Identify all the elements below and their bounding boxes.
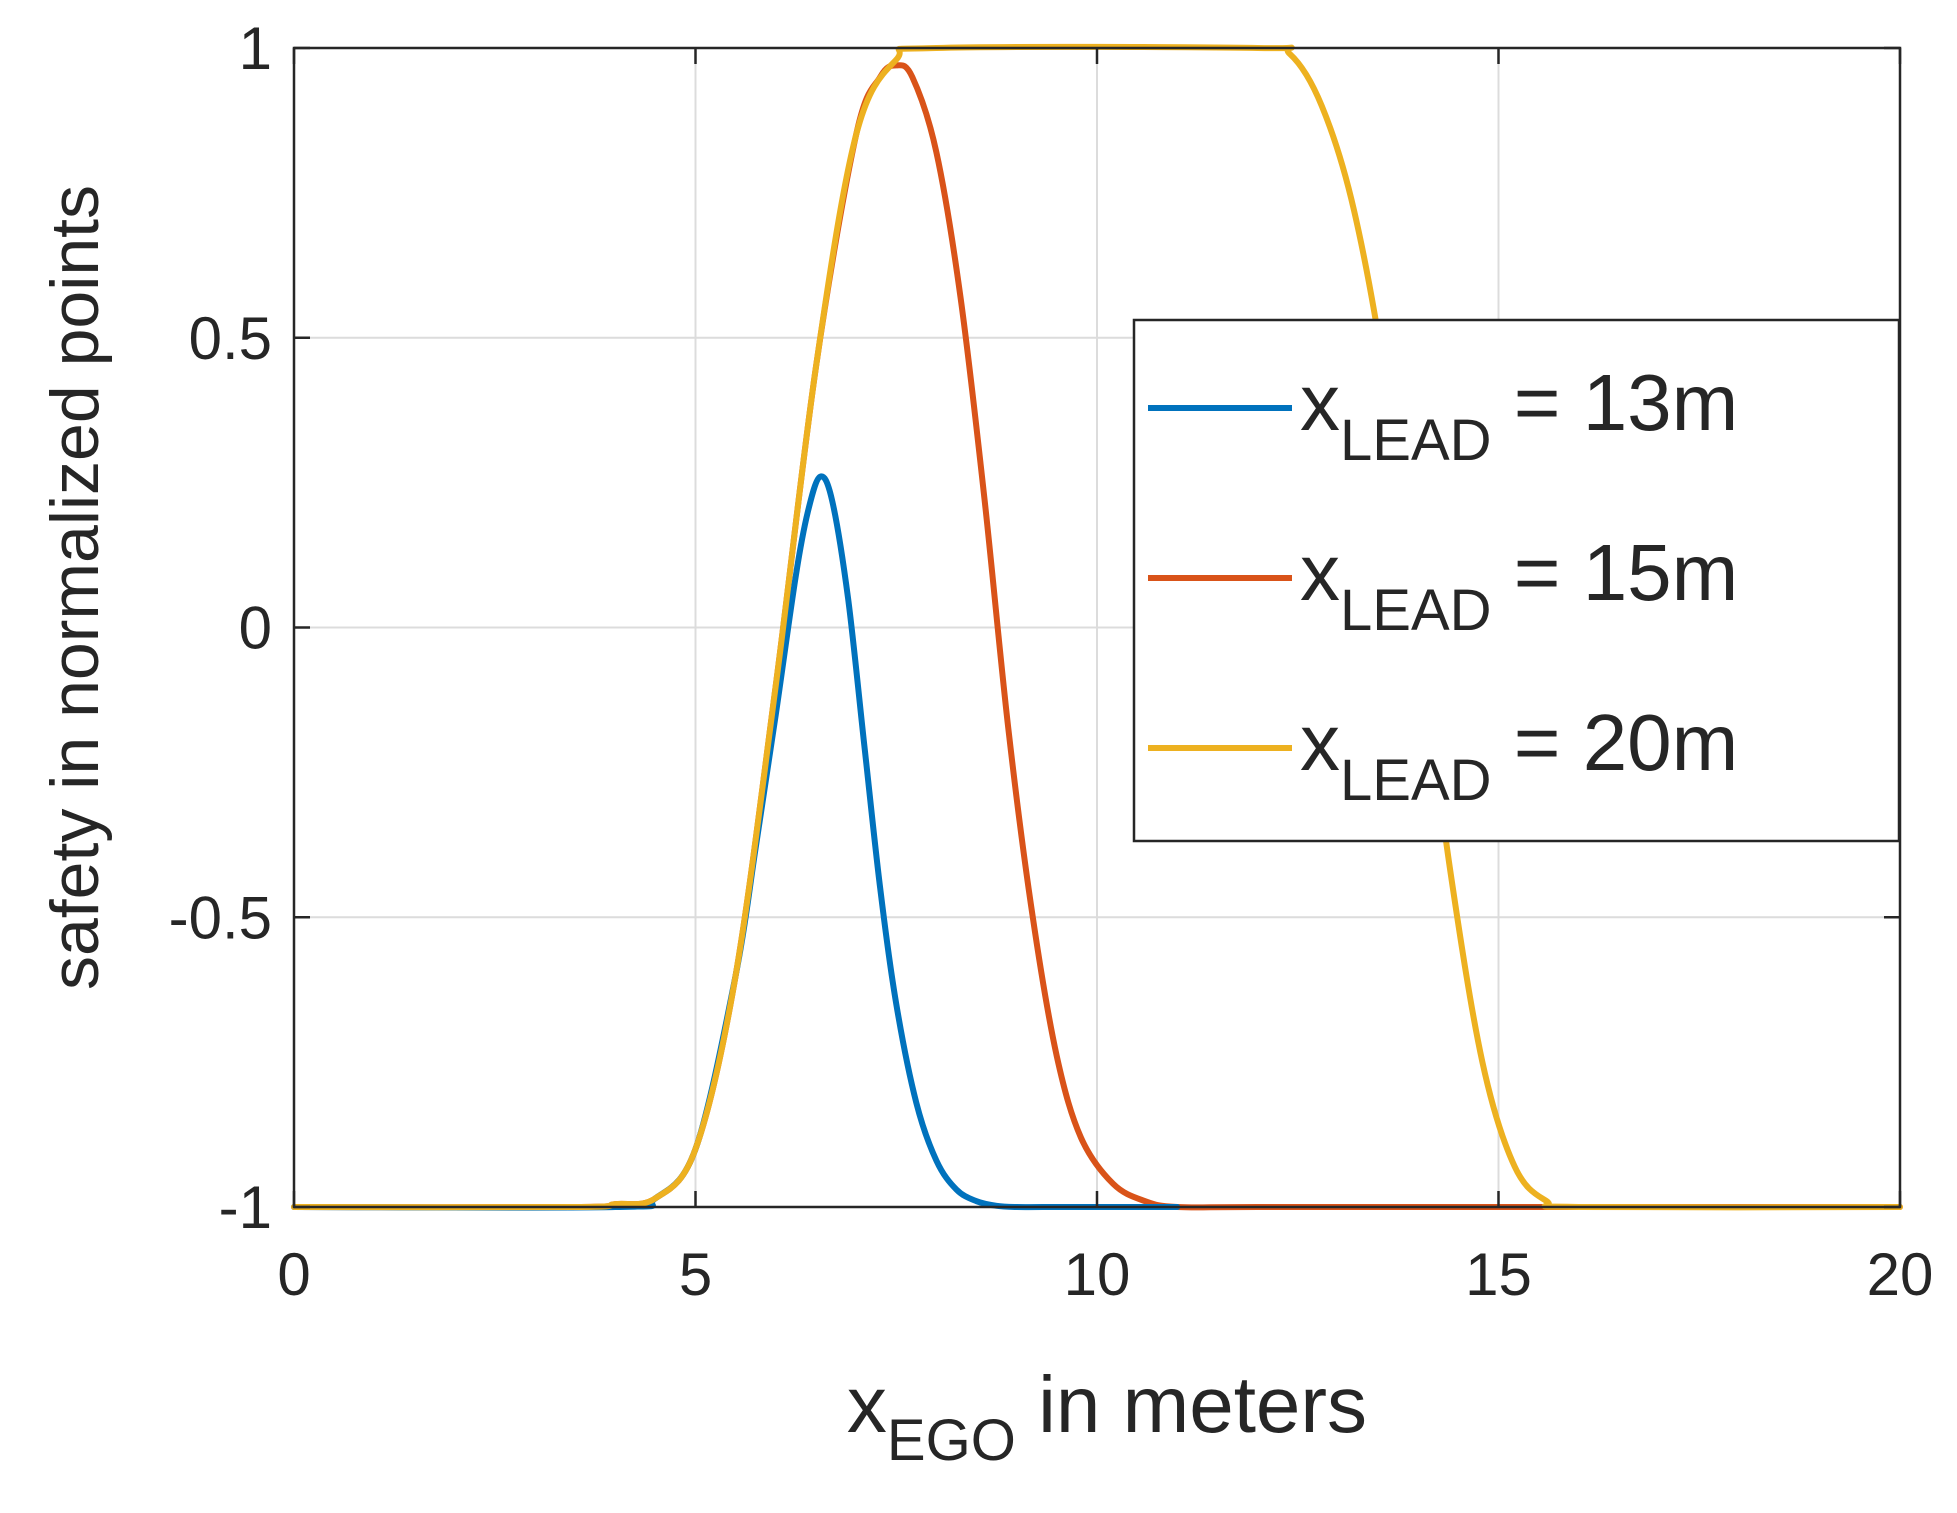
y-axis-label: safety in normalized points xyxy=(37,185,113,990)
legend-label-rest: = 20m xyxy=(1492,698,1739,787)
legend-label-main: x xyxy=(1300,698,1340,787)
x-axis-ticks: 0 5 10 15 20 xyxy=(277,48,1933,1308)
y-tick-label: 1 xyxy=(239,15,272,82)
legend-label-1: xLEAD = 13m xyxy=(1300,358,1738,473)
x-axis-label-rest: in meters xyxy=(1016,1360,1367,1449)
y-tick-label: -1 xyxy=(219,1174,272,1241)
series-line-1 xyxy=(291,473,1181,1211)
x-axis-label-subscript: EGO xyxy=(887,1408,1016,1473)
y-axis-ticks: -1 -0.5 0 0.5 1 xyxy=(169,15,1900,1241)
legend-label-main: x xyxy=(1300,358,1340,447)
y-tick-label: 0 xyxy=(239,595,272,662)
x-tick-label: 15 xyxy=(1465,1241,1532,1308)
x-tick-label: 0 xyxy=(277,1241,310,1308)
x-tick-label: 5 xyxy=(679,1241,712,1308)
legend-label-subscript: LEAD xyxy=(1340,408,1492,473)
legend-label-3: xLEAD = 20m xyxy=(1300,698,1738,813)
legend-label-2: xLEAD = 15m xyxy=(1300,528,1738,643)
x-axis-label: xEGO in meters xyxy=(847,1360,1367,1473)
legend-label-rest: = 13m xyxy=(1492,358,1739,447)
y-tick-label: -0.5 xyxy=(169,884,272,951)
y-tick-label: 0.5 xyxy=(189,305,272,372)
legend-label-subscript: LEAD xyxy=(1340,748,1492,813)
legend-label-rest: = 15m xyxy=(1492,528,1739,617)
legend-label-main: x xyxy=(1300,528,1340,617)
x-tick-label: 10 xyxy=(1064,1241,1131,1308)
x-axis-label-main: x xyxy=(847,1360,887,1449)
x-tick-label: 20 xyxy=(1867,1241,1934,1308)
legend-label-subscript: LEAD xyxy=(1340,578,1492,643)
